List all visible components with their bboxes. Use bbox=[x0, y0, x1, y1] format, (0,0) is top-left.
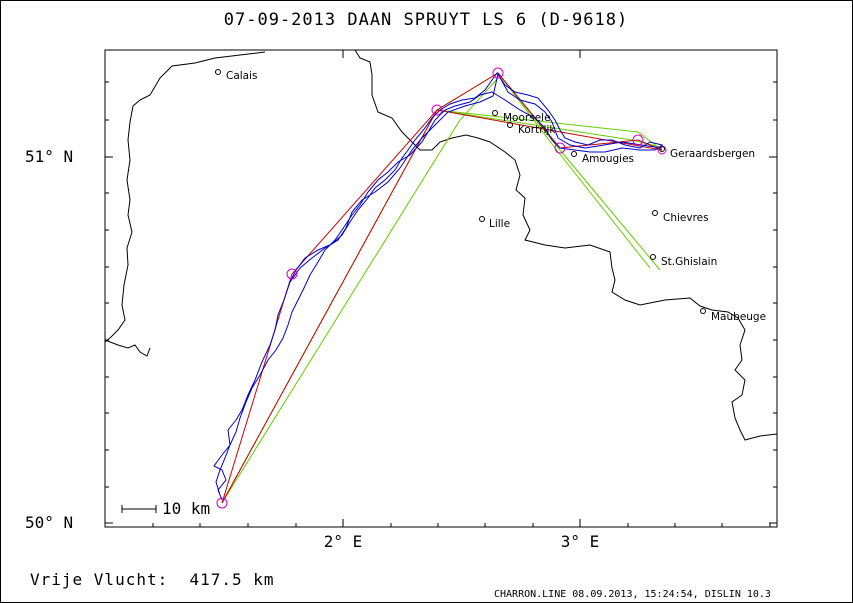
turnpoint-2 bbox=[431, 104, 443, 116]
footer-info: CHARRON.LINE 08.09.2013, 15:24:54, DISLI… bbox=[494, 589, 771, 600]
town-kortrijk: Kortrijk bbox=[518, 124, 556, 136]
turnpoint-5 bbox=[632, 134, 644, 146]
town-st-ghislain: St.Ghislain bbox=[661, 256, 717, 268]
axis-ticks bbox=[105, 50, 777, 527]
town-marker-kortrijk bbox=[507, 122, 513, 128]
towns: Calais Moorsele Kortrijk Amougies Geraar… bbox=[215, 69, 766, 323]
scale-bar bbox=[121, 505, 157, 513]
lon-label-2: 2° E bbox=[324, 532, 363, 551]
town-amougies: Amougies bbox=[582, 153, 634, 165]
estuary-line bbox=[104, 339, 151, 357]
gps-track bbox=[213, 72, 664, 501]
turnpoint-4 bbox=[554, 142, 566, 154]
lat-label-50: 50° N bbox=[25, 513, 73, 532]
lat-label-51: 51° N bbox=[25, 147, 73, 166]
town-geraardsbergen: Geraardsbergen bbox=[670, 148, 755, 160]
town-marker-calais bbox=[215, 69, 221, 75]
town-marker-maubeuge bbox=[700, 308, 706, 314]
turnpoint-1 bbox=[286, 268, 298, 280]
town-marker-lille bbox=[479, 216, 485, 222]
town-lille: Lille bbox=[489, 218, 510, 230]
gps-track-2 bbox=[289, 72, 663, 283]
town-marker-st-ghislain bbox=[650, 254, 656, 260]
turnpoint-start bbox=[216, 497, 228, 509]
scale-label: 10 km bbox=[162, 499, 210, 518]
coastline bbox=[104, 51, 266, 343]
town-moorsele: Moorsele bbox=[503, 112, 551, 124]
town-chievres: Chievres bbox=[663, 212, 709, 224]
map-title: 07-09-2013 DAAN SPRUYT LS 6 (D-9618) bbox=[224, 10, 628, 30]
town-marker-geraardsbergen bbox=[659, 146, 665, 152]
free-flight-distance: Vrije Vlucht: 417.5 km bbox=[30, 570, 275, 589]
lon-label-3: 3° E bbox=[561, 532, 600, 551]
town-marker-chievres bbox=[652, 210, 658, 216]
turnpoint-3 bbox=[492, 67, 504, 79]
town-marker-amougies bbox=[571, 151, 577, 157]
turnpoints bbox=[216, 67, 667, 509]
plot-area bbox=[104, 49, 778, 528]
town-maubeuge: Maubeuge bbox=[711, 311, 766, 323]
town-marker-moorsele bbox=[492, 110, 498, 116]
national-border bbox=[354, 49, 778, 441]
town-calais: Calais bbox=[226, 70, 258, 82]
